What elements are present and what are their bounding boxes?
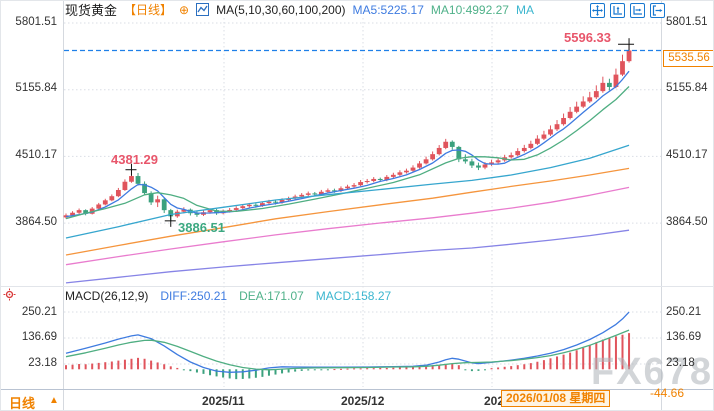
ma10-value: MA10:4992.27 [430, 2, 509, 17]
price-tick-left: 3864.50 [15, 216, 57, 228]
current-price-label: 5535.56 [663, 50, 713, 67]
macd-tick-right: 136.69 [666, 331, 702, 343]
ma5-value: MA5:5225.17 [352, 2, 424, 17]
ma-settings-label: MA(5,10,30,60,100,200) [216, 2, 346, 17]
chart-type-icon[interactable] [196, 3, 210, 16]
play-forward-icon[interactable] [630, 3, 645, 18]
time-axis-bar: 日线 ▲ 2025/11 2025/12 202 2026/01/08 星期四 [1, 390, 713, 411]
swing-low-label: 3886.51 [178, 220, 225, 235]
macd-header: MACD(26,12,9) DIFF:250.21 DEA:171.07 MAC… [65, 289, 391, 303]
macd-tick-left: 250.21 [21, 306, 57, 318]
price-tick-right: 4510.17 [666, 149, 708, 161]
add-indicator-icon[interactable]: ⊕ [179, 2, 190, 17]
date-tick: 2025/11 [202, 394, 245, 408]
price-tick-right: 5801.51 [666, 16, 708, 28]
price-tick-left: 5801.51 [15, 16, 57, 28]
macd-tick-right: 23.18 [666, 357, 695, 369]
auto-scale-icon[interactable] [610, 3, 625, 18]
price-tick-left: 5155.84 [15, 82, 57, 94]
chart-toolbar [590, 3, 665, 18]
price-tick-right: 3864.50 [666, 216, 708, 228]
date-tick: 2025/12 [341, 394, 385, 408]
indicator-settings-icon[interactable] [3, 288, 16, 301]
period-selector[interactable]: 日线 [9, 396, 36, 411]
macd-title: MACD(26,12,9) [65, 289, 149, 303]
swing-high-label: 4381.29 [111, 152, 158, 167]
date-tick: 202 [484, 394, 505, 408]
period-tag: 【日线】 [124, 3, 173, 17]
macd-diff-value: DIFF:250.21 [160, 289, 228, 303]
pan-icon[interactable] [590, 3, 605, 18]
macd-tick-left: 23.18 [28, 357, 57, 369]
jump-latest-icon[interactable] [650, 3, 665, 18]
recent-high-label: 5596.33 [564, 30, 611, 45]
macd-macd-value: MACD:158.27 [315, 289, 392, 303]
period-arrow-icon[interactable]: ▲ [49, 395, 59, 406]
price-tick-right: 5155.84 [666, 82, 708, 94]
symbol-name: 现货黄金 [65, 3, 118, 18]
price-tick-left: 4510.17 [15, 149, 57, 161]
chart-header: 现货黄金 【日线】 ⊕ MA(5,10,30,60,100,200) MA5:5… [65, 2, 534, 19]
macd-dea-value: DEA:171.07 [239, 289, 304, 303]
macd-tick-right: 250.21 [666, 306, 702, 318]
watermark: FX678 [591, 351, 713, 393]
ma-extra-value: MA [515, 2, 534, 17]
highlighted-date-label: 2026/01/08 星期四 [501, 390, 611, 407]
macd-min-label: -44.66 [650, 386, 685, 400]
macd-tick-left: 136.69 [21, 331, 57, 343]
